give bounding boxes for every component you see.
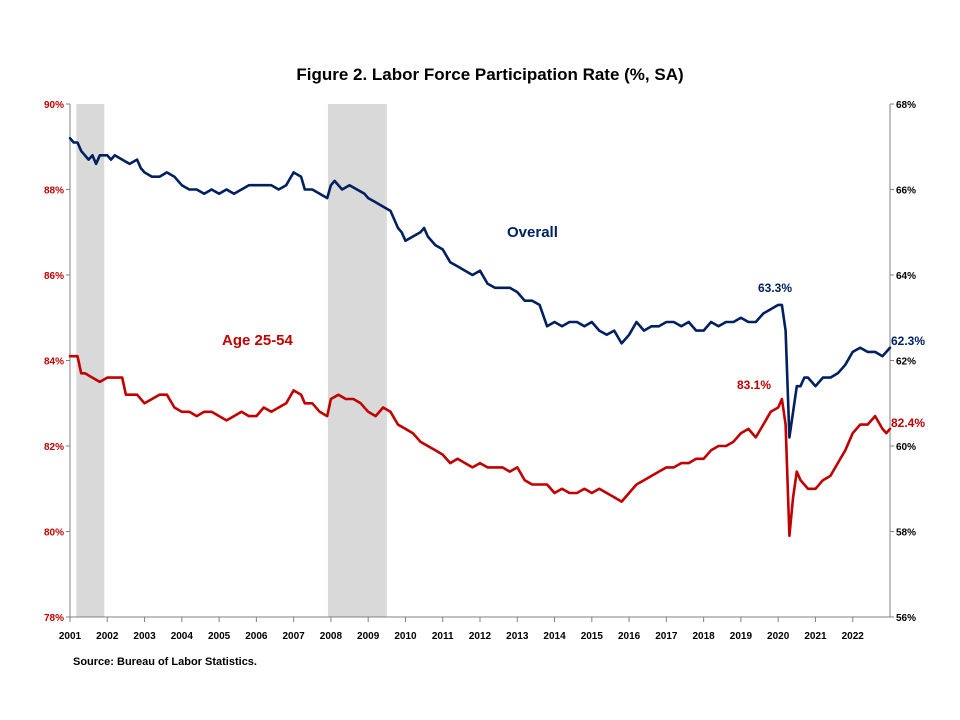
series-line-overall — [68, 136, 892, 439]
recession-band-1 — [76, 104, 105, 617]
x-tick-label: 2008 — [320, 631, 343, 642]
y-right-tick-label: 60% — [896, 442, 916, 453]
annotation-overall-peak: 63.3% — [758, 281, 792, 295]
x-tick-label: 2003 — [133, 631, 156, 642]
x-tick-label: 2017 — [655, 631, 678, 642]
y-left-tick-label: 82% — [44, 442, 64, 453]
y-right-tick-label: 68% — [896, 100, 916, 111]
x-tick-label: 2016 — [618, 631, 641, 642]
annotation-age-latest: 82.4% — [891, 416, 925, 430]
series-label-age-25-54: Age 25-54 — [222, 332, 294, 349]
x-tick-label: 2001 — [59, 631, 82, 642]
x-tick-label: 2018 — [693, 631, 716, 642]
x-tick-label: 2022 — [842, 631, 865, 642]
y-left-tick-label: 84% — [44, 357, 64, 368]
series-line-age-25-54 — [68, 354, 892, 538]
y-left-tick-label: 88% — [44, 186, 64, 197]
y-left-tick-label: 86% — [44, 271, 64, 282]
y-left-tick-label: 80% — [44, 528, 64, 539]
x-tick-label: 2009 — [357, 631, 380, 642]
x-tick-label: 2021 — [804, 631, 827, 642]
chart-title: Figure 2. Labor Force Participation Rate… — [296, 65, 683, 84]
y-left-tick-label: 90% — [44, 100, 64, 111]
x-tick-label: 2010 — [394, 631, 417, 642]
x-tick-label: 2006 — [245, 631, 268, 642]
x-tick-label: 2011 — [432, 631, 454, 642]
x-tick-label: 2014 — [543, 631, 566, 642]
y-axis-left-ticks: 78% 80% 82% 84% 86% 88% 90% — [44, 100, 70, 624]
annotation-age-peak: 83.1% — [737, 378, 771, 392]
x-tick-label: 2013 — [506, 631, 529, 642]
x-tick-label: 2005 — [208, 631, 231, 642]
series-lines — [68, 136, 892, 538]
x-tick-label: 2004 — [171, 631, 194, 642]
y-left-tick-label: 78% — [44, 613, 64, 624]
x-tick-label: 2012 — [469, 631, 492, 642]
y-axis-right-ticks: 56% 58% 60% 62% 64% 66% 68% — [890, 100, 916, 624]
x-tick-label: 2015 — [581, 631, 604, 642]
annotation-overall-latest: 62.3% — [891, 334, 925, 348]
recession-shading — [76, 104, 387, 617]
recession-band-2 — [327, 104, 387, 617]
y-right-tick-label: 66% — [896, 186, 916, 197]
y-right-tick-label: 64% — [896, 271, 916, 282]
x-tick-label: 2002 — [96, 631, 119, 642]
source-note: Source: Bureau of Labor Statistics. — [73, 656, 257, 668]
x-tick-label: 2007 — [283, 631, 306, 642]
y-right-tick-label: 62% — [896, 357, 916, 368]
x-axis-ticks: 2001 2002 2003 2004 2005 2006 2007 2008 2009 2010… — [59, 617, 864, 642]
y-right-tick-label: 56% — [896, 613, 916, 624]
x-tick-label: 2020 — [767, 631, 790, 642]
y-right-tick-label: 58% — [896, 528, 916, 539]
series-label-overall: Overall — [507, 224, 558, 241]
x-tick-label: 2019 — [730, 631, 753, 642]
